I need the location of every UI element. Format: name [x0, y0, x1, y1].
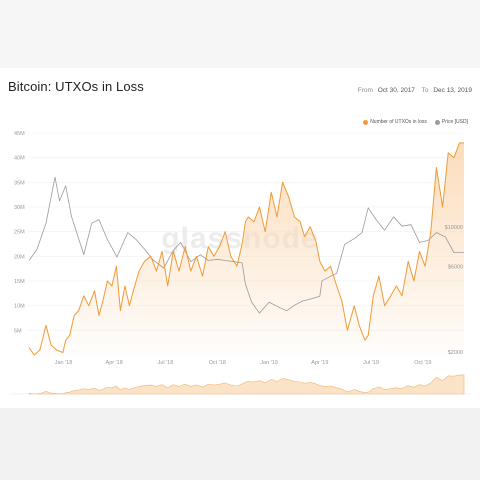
y-tick-label-left: 20M — [14, 254, 25, 260]
x-tick-label: Apr '18 — [106, 360, 123, 366]
utxo-area-layer — [29, 142, 464, 355]
y-axis-left: 5M 10M 15M 20M 25M 30M 35M 40M 45M — [14, 131, 25, 334]
utxo-line — [28, 142, 464, 356]
page-background-top — [0, 0, 480, 68]
y-axis-right: $2000 $6000 $10000 — [445, 225, 463, 356]
x-tick-label: Jan '19 — [260, 360, 278, 366]
x-tick-label: Jul '18 — [158, 360, 174, 366]
y-tick-label-left: 30M — [14, 205, 25, 211]
range-from-label: From — [357, 87, 373, 94]
y-tick-label-left: 45M — [14, 131, 25, 137]
x-tick-label: Jan '18 — [55, 360, 73, 366]
x-axis: Jan '18 Apr '18 Jul '18 Oct '18 Jan '19 Apr '… — [55, 360, 432, 366]
date-range[interactable]: From Oct 30, 2017 To Dec 13, 2019 — [358, 87, 472, 94]
chart-legend: Number of UTXOs in loss Price [USD] — [363, 119, 468, 125]
legend-dot-price — [434, 119, 440, 125]
range-from-value[interactable]: Oct 30, 2017 — [377, 87, 415, 94]
x-tick-label: Oct '18 — [209, 360, 226, 366]
x-tick-label: Apr '19 — [311, 360, 328, 366]
y-tick-label-left: 15M — [14, 279, 25, 285]
range-to-value[interactable]: Dec 13, 2019 — [433, 87, 472, 94]
page-background-bottom — [0, 408, 480, 480]
y-tick-label-right: $2000 — [448, 350, 463, 356]
legend-label-utxos: Number of UTXOs in loss — [370, 119, 427, 125]
x-tick-label: Oct '19 — [414, 360, 431, 366]
legend-label-price: Price [USD] — [441, 119, 468, 125]
y-tick-label-left: 40M — [14, 156, 25, 162]
page-title: Bitcoin: UTXOs in Loss — [8, 79, 144, 94]
y-tick-label-left: 25M — [14, 230, 25, 236]
navigator-area — [28, 374, 465, 395]
legend-dot-utxos — [363, 119, 369, 125]
navigator[interactable] — [10, 374, 470, 395]
range-to-label: To — [421, 87, 429, 94]
x-tick-label: Jul '19 — [363, 360, 379, 366]
legend-item-price[interactable]: Price [USD] — [434, 119, 468, 125]
y-tick-label-left: 35M — [14, 180, 25, 186]
utxo-area — [29, 142, 464, 355]
legend-item-utxos[interactable]: Number of UTXOs in loss — [363, 119, 427, 125]
y-tick-label-right: $6000 — [448, 265, 463, 271]
price-line — [28, 176, 464, 314]
y-tick-label-right: $10000 — [445, 225, 463, 231]
y-tick-label-left: 5M — [14, 328, 22, 334]
y-tick-label-left: 10M — [14, 304, 25, 310]
utxo-line-layer — [28, 142, 464, 356]
price-line-layer — [28, 176, 464, 314]
